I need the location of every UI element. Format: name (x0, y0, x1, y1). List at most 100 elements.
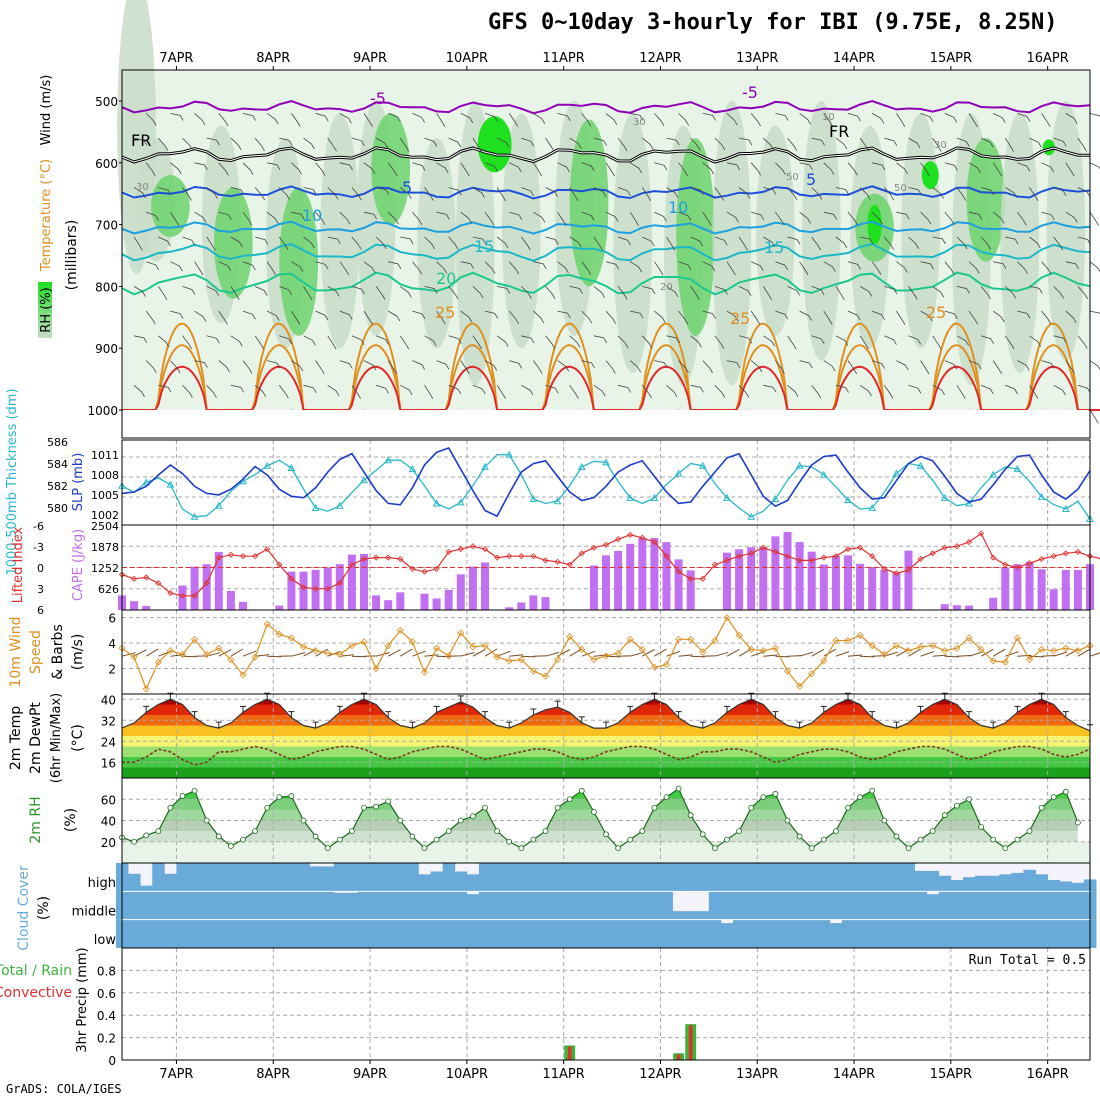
rh2m-point (857, 794, 863, 801)
cloud-bar-low (987, 919, 1000, 948)
rh-area-19 (756, 125, 795, 336)
rh2m-point (893, 833, 900, 840)
cloud-bar-middle (454, 891, 468, 920)
minmax-marker (191, 711, 198, 718)
wind10-barbs-label: & Barbs (50, 624, 66, 680)
cloud-bar-middle (527, 891, 540, 920)
rh-area-20 (802, 101, 841, 361)
temp-tick-32: 32 (101, 714, 116, 728)
cloud-bar-high (152, 863, 165, 892)
rh2m-point (554, 804, 561, 811)
chart-title: GFS 0~10day 3-hourly for IBI (9.75E, 8.2… (488, 10, 1058, 35)
date-top-16APR: 16APR (1026, 51, 1068, 66)
cape-bar (360, 553, 368, 610)
minmax-marker (869, 711, 876, 718)
wind10-point (299, 643, 308, 651)
rh2m-point (639, 828, 646, 835)
cloud-bar-low (503, 919, 516, 948)
wind10-point (336, 650, 344, 659)
cloud-bar-high (164, 873, 177, 892)
thickness-point (432, 499, 441, 507)
lifted-index-point (905, 567, 912, 574)
upper-panel: -5 -5 FR FR 5 5 10 10 15 15 20 25 25 25 30 50 10 50 30 20 30… (87, 0, 1100, 439)
cloud-bar-low (938, 919, 952, 948)
rh2m-point (288, 793, 295, 799)
cloud-bar-high (430, 871, 444, 892)
cape-bar (626, 543, 635, 610)
cape-bar (904, 550, 913, 610)
thickness-point (142, 478, 151, 486)
cloud-bar-middle (128, 891, 141, 920)
millibars-label: (millibars) (64, 220, 80, 291)
cloud-units-label: (%) (36, 896, 52, 920)
cloud-bar-high (1023, 869, 1036, 892)
cloud-bar-high (950, 880, 964, 892)
lifted-index-point (941, 544, 948, 551)
date-bottom-13APR: 13APR (736, 1067, 778, 1082)
cloud-bar-high (696, 863, 710, 892)
cloud-bar-middle (176, 891, 189, 920)
cloud-bar-middle (406, 891, 419, 920)
rh2m-point (457, 817, 464, 824)
cape-bar (1073, 569, 1082, 610)
lifted-index-point (602, 541, 610, 548)
cloud-bar-high (418, 874, 431, 892)
cape-tick-2504: 2504 (91, 520, 119, 533)
rh2m-point (482, 804, 488, 811)
cloud-bar-low (575, 919, 589, 948)
wind10-point (1001, 658, 1009, 666)
cloud-bar-middle (212, 891, 226, 920)
rh2m-point (300, 817, 307, 824)
wind10-point (203, 650, 211, 659)
cape-bar (456, 574, 465, 610)
cape-bar (807, 551, 816, 610)
lifted-index-point (965, 538, 973, 546)
rh2m-point (1062, 788, 1069, 795)
cloud-bar-high (805, 863, 819, 892)
date-top-9APR: 9APR (353, 51, 387, 66)
wind10-speed-line (121, 616, 1091, 691)
cape-bar (589, 565, 598, 610)
cloud-bar-middle (672, 911, 686, 920)
rh2m-point (240, 836, 246, 843)
cloud-bar-middle (950, 891, 964, 920)
lifted-index-point (469, 543, 476, 550)
lifted-index-point (723, 557, 731, 564)
cloud-bar-middle (152, 891, 165, 920)
lifted-index-point (1086, 553, 1094, 560)
wind10-point (832, 636, 840, 645)
cloud-bar-high (309, 866, 323, 892)
lifted-index-point (481, 546, 489, 553)
rh2m-point (603, 831, 609, 838)
rh2m-point (312, 833, 319, 840)
thickness-point (626, 493, 635, 501)
rh2m-point (433, 836, 440, 843)
cloud-bar-high (357, 863, 371, 892)
cloud-bar-high (672, 863, 686, 892)
slp-tick-1002: 1002 (91, 509, 119, 522)
cape-bar (880, 569, 889, 610)
cape-label: CAPE (J/kg) (71, 529, 86, 601)
lifted-tick--6: -6 (33, 520, 44, 533)
cloud-bar-low (720, 923, 734, 948)
cape-bar (190, 566, 199, 610)
contour-label-19: 20 (660, 282, 673, 293)
cape-bar (275, 605, 284, 610)
thickness-point (190, 512, 199, 520)
cloud-bar-high (382, 863, 395, 892)
wind10-point (941, 647, 949, 655)
rh2m-point (941, 812, 948, 819)
lifted-index-point (215, 554, 222, 561)
temp2m-units-label: (°C) (70, 724, 86, 752)
rh2m-point (627, 836, 634, 843)
cloud-bar-low (890, 919, 903, 948)
lifted-index-point (675, 568, 682, 575)
lifted-index-point (978, 530, 985, 537)
lifted-index-point (264, 546, 271, 553)
date-bottom-11APR: 11APR (542, 1067, 584, 1082)
cloud-bar-low (926, 919, 940, 948)
rh2m-point (954, 802, 960, 809)
pressure-level-800: 800 (95, 280, 118, 294)
rh2m-point (591, 809, 597, 815)
cloud-bar-low (878, 919, 891, 948)
